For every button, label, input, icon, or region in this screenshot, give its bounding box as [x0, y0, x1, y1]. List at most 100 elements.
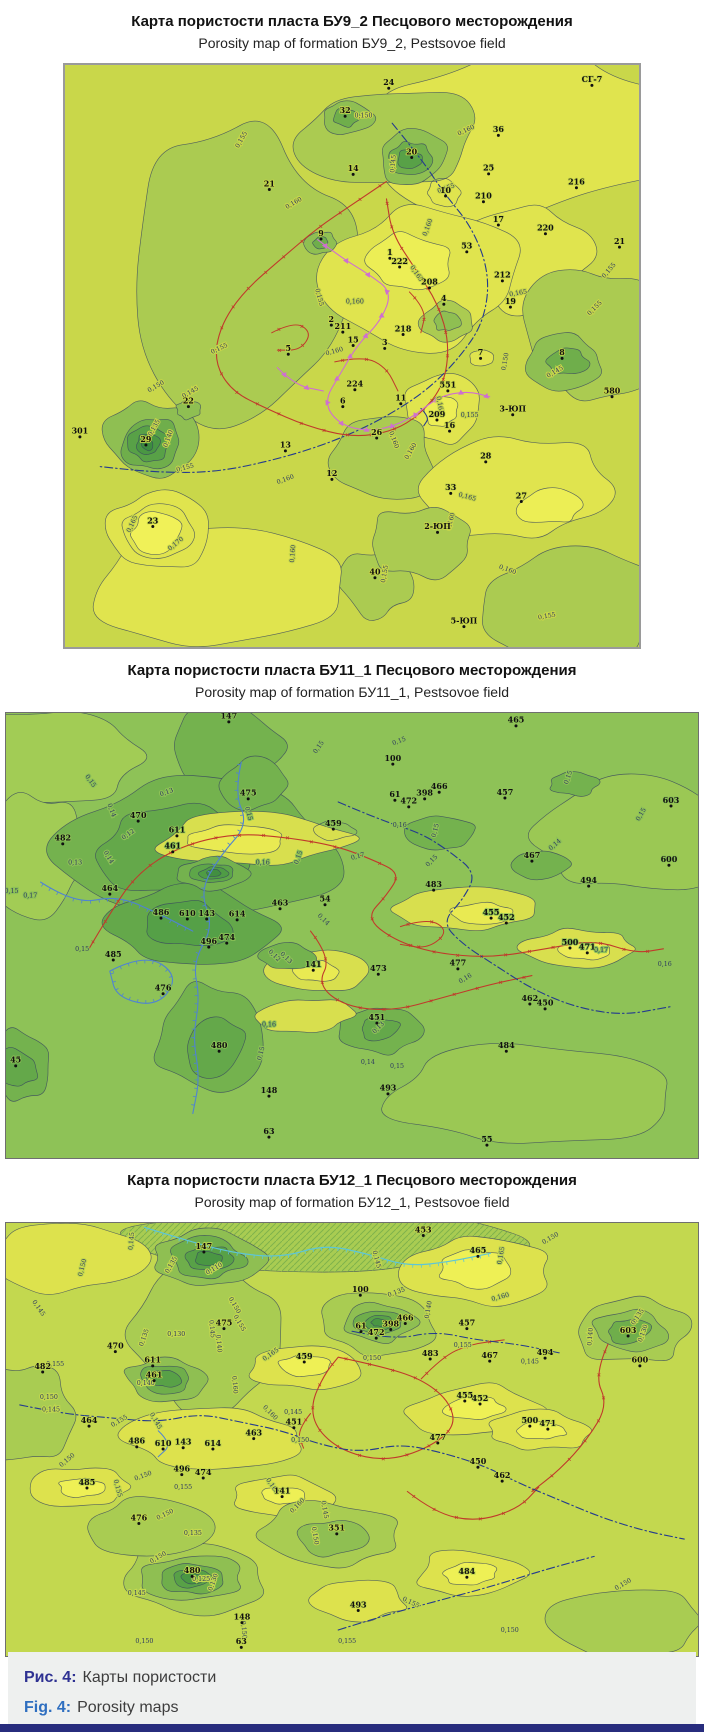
- svg-text:148: 148: [234, 1611, 251, 1621]
- svg-text:0,145: 0,145: [42, 1406, 60, 1413]
- svg-text:×: ×: [277, 327, 281, 334]
- svg-text:×: ×: [422, 316, 426, 323]
- svg-text:×: ×: [358, 1005, 362, 1012]
- svg-text:×: ×: [400, 246, 404, 253]
- svg-text:×: ×: [575, 941, 579, 948]
- svg-text:×: ×: [311, 1405, 315, 1412]
- porosity-map-bu12-1-canvas: ××××××××××××××××××××××××××××××× ×××××0,15…: [6, 1223, 698, 1656]
- svg-text:0,150: 0,150: [239, 1621, 248, 1640]
- svg-text:×: ×: [131, 879, 135, 886]
- svg-text:0,145: 0,145: [521, 1359, 539, 1366]
- svg-text:×: ×: [220, 371, 224, 378]
- svg-text:483: 483: [425, 879, 442, 889]
- svg-text:×: ×: [599, 941, 603, 948]
- svg-text:×: ×: [452, 992, 456, 999]
- svg-text:32: 32: [340, 106, 351, 115]
- svg-text:×: ×: [282, 254, 286, 261]
- svg-text:×: ×: [432, 949, 436, 956]
- svg-text:0,150: 0,150: [291, 1437, 309, 1444]
- svg-text:14: 14: [348, 164, 360, 173]
- svg-text:5-ЮП: 5-ЮП: [451, 616, 478, 625]
- svg-text:465: 465: [508, 715, 525, 725]
- svg-text:×: ×: [446, 1429, 450, 1436]
- svg-text:33: 33: [445, 483, 457, 492]
- svg-text:580: 580: [604, 387, 621, 396]
- svg-text:480: 480: [211, 1040, 228, 1050]
- svg-text:×: ×: [393, 426, 397, 433]
- svg-text:26: 26: [371, 428, 383, 437]
- svg-text:×: ×: [426, 285, 430, 292]
- svg-text:×: ×: [300, 323, 304, 330]
- svg-text:×: ×: [391, 1367, 395, 1374]
- svg-text:×: ×: [104, 919, 108, 926]
- svg-text:54: 54: [319, 894, 331, 904]
- svg-text:×: ×: [300, 238, 304, 245]
- svg-text:×: ×: [417, 944, 421, 951]
- svg-text:467: 467: [524, 850, 541, 860]
- svg-text:0,16: 0,16: [256, 859, 270, 866]
- svg-text:611: 611: [144, 1355, 161, 1365]
- svg-text:19: 19: [505, 297, 517, 306]
- map-title-ru-1: Карта пористости пласта БУ9_2 Песцового …: [131, 13, 573, 30]
- svg-text:×: ×: [341, 358, 345, 365]
- svg-text:143: 143: [175, 1437, 192, 1447]
- svg-text:×: ×: [456, 952, 460, 959]
- svg-text:×: ×: [550, 1473, 554, 1480]
- svg-text:0,13: 0,13: [68, 859, 82, 866]
- svg-text:×: ×: [413, 1375, 417, 1382]
- svg-text:0,145: 0,145: [284, 1409, 302, 1416]
- caption-label-ru: Рис. 4:: [24, 1669, 77, 1686]
- svg-text:466: 466: [397, 1312, 414, 1322]
- svg-text:100: 100: [384, 753, 401, 763]
- figure-bu11-1: Карта пористости пласта БУ11_1 Песцового…: [0, 660, 704, 1159]
- svg-text:25: 25: [483, 164, 494, 173]
- svg-text:0,17: 0,17: [23, 893, 37, 900]
- svg-text:0,155: 0,155: [46, 1361, 64, 1368]
- svg-text:×: ×: [646, 949, 650, 956]
- svg-text:53: 53: [461, 242, 473, 251]
- svg-text:0,140: 0,140: [137, 1380, 155, 1387]
- svg-text:×: ×: [378, 183, 382, 190]
- svg-text:141: 141: [274, 1485, 291, 1495]
- svg-text:494: 494: [537, 1347, 554, 1357]
- figure-caption: Рис. 4: Карты пористости Fig. 4: Porosity …: [8, 1652, 696, 1732]
- svg-text:×: ×: [381, 896, 385, 903]
- svg-text:×: ×: [301, 343, 305, 350]
- svg-text:×: ×: [531, 1488, 535, 1495]
- map-title-ru-2: Карта пористости пласта БУ11_1 Песцового…: [127, 662, 577, 679]
- svg-text:301: 301: [72, 427, 89, 436]
- svg-text:СГ-7: СГ-7: [582, 75, 603, 84]
- svg-text:×: ×: [385, 368, 389, 375]
- svg-text:×: ×: [368, 1361, 372, 1368]
- svg-text:4: 4: [441, 294, 447, 303]
- svg-text:475: 475: [240, 788, 257, 798]
- svg-text:×: ×: [318, 1382, 322, 1389]
- svg-text:0,125: 0,125: [192, 1576, 210, 1583]
- svg-text:×: ×: [336, 997, 340, 1004]
- svg-text:0,16: 0,16: [658, 961, 672, 968]
- svg-text:464: 464: [81, 1415, 98, 1425]
- svg-text:0,140: 0,140: [586, 1327, 595, 1346]
- svg-text:×: ×: [443, 1355, 447, 1362]
- svg-text:40: 40: [369, 568, 381, 577]
- svg-text:452: 452: [498, 912, 515, 922]
- figure-bu9-2: Карта пористости пласта БУ9_2 Песцового …: [0, 11, 704, 649]
- svg-text:×: ×: [430, 397, 434, 404]
- svg-text:610: 610: [155, 1438, 172, 1448]
- svg-text:211: 211: [335, 322, 352, 331]
- svg-text:600: 600: [632, 1355, 649, 1365]
- svg-text:457: 457: [459, 1317, 476, 1327]
- svg-text:×: ×: [437, 307, 441, 314]
- svg-text:611: 611: [169, 825, 186, 835]
- svg-text:9: 9: [318, 229, 324, 238]
- svg-text:×: ×: [338, 210, 342, 217]
- svg-text:463: 463: [272, 898, 289, 908]
- svg-text:0,140: 0,140: [214, 1334, 223, 1353]
- svg-text:0,150: 0,150: [135, 1638, 153, 1645]
- svg-text:×: ×: [220, 325, 224, 332]
- porosity-map-bu11-1: × × × × × × × × × × × × × × × × × × × × × × × × × × × × × × × × × × × × × × × ×…: [5, 712, 699, 1159]
- svg-text:614: 614: [205, 1438, 222, 1448]
- svg-text:0,17: 0,17: [594, 947, 608, 954]
- svg-text:×: ×: [429, 998, 433, 1005]
- svg-text:471: 471: [539, 1418, 556, 1428]
